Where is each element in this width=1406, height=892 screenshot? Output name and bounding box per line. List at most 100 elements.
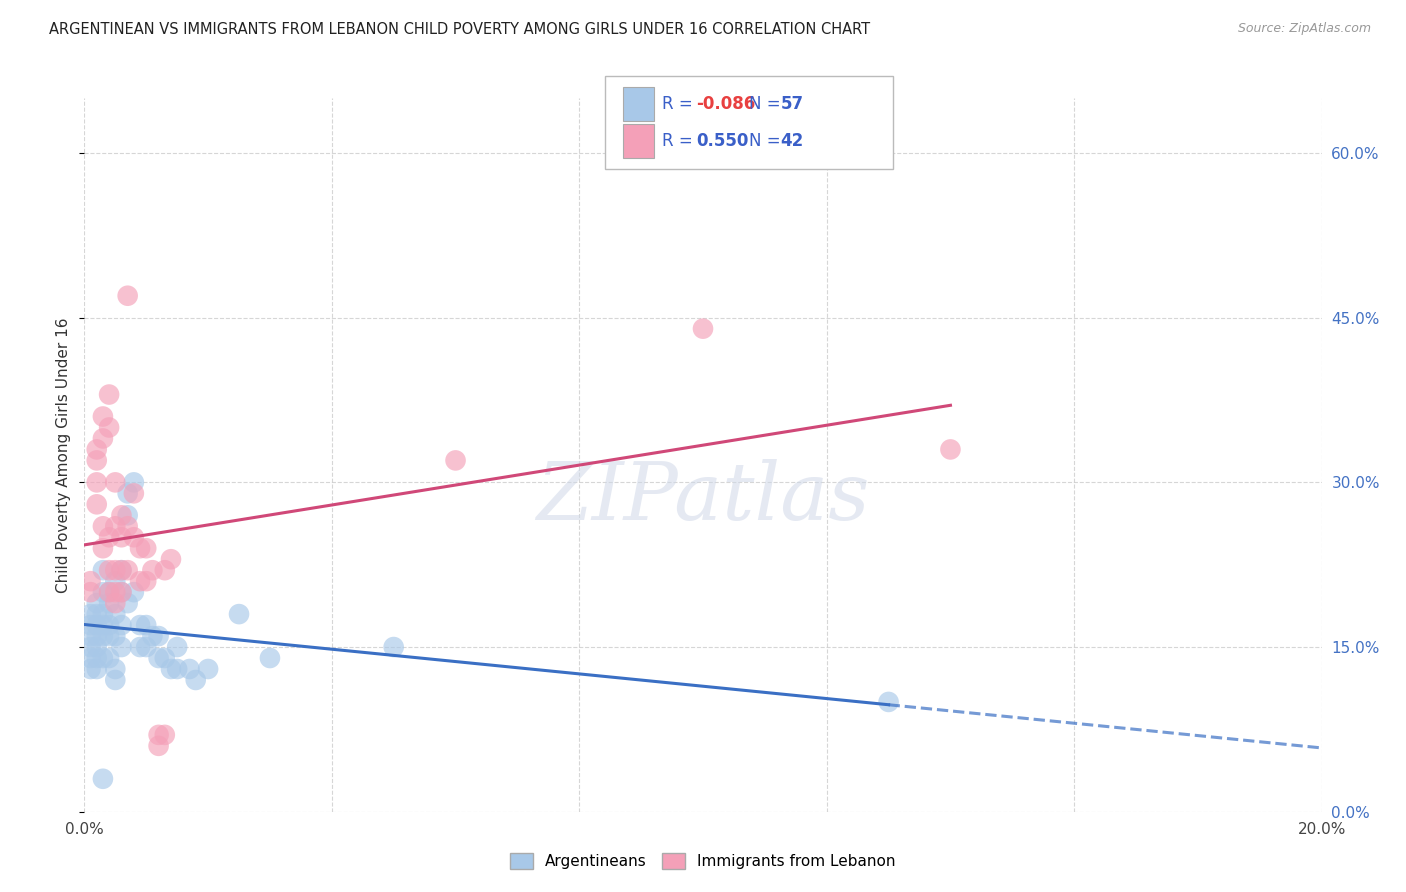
- Point: [110, 563, 132, 577]
- Point: [197, 662, 219, 676]
- Point: [148, 629, 170, 643]
- Text: N =: N =: [749, 95, 786, 113]
- Point: [939, 442, 962, 457]
- Point: [79, 618, 101, 632]
- Point: [110, 585, 132, 599]
- Point: [91, 772, 114, 786]
- Point: [91, 585, 114, 599]
- Point: [117, 289, 139, 303]
- Point: [129, 618, 152, 632]
- Point: [91, 432, 114, 446]
- Point: [117, 563, 139, 577]
- Point: [110, 640, 132, 654]
- Point: [91, 618, 114, 632]
- Point: [129, 574, 152, 589]
- Point: [122, 530, 145, 544]
- Point: [110, 618, 132, 632]
- Point: [122, 585, 145, 599]
- Point: [79, 607, 101, 621]
- Point: [98, 651, 121, 665]
- Point: [692, 321, 714, 335]
- Point: [160, 662, 183, 676]
- Point: [444, 453, 467, 467]
- Point: [117, 519, 139, 533]
- Point: [91, 519, 114, 533]
- Point: [79, 651, 101, 665]
- Point: [91, 607, 114, 621]
- Point: [79, 574, 101, 589]
- Point: [104, 574, 127, 589]
- Text: ZIPatlas: ZIPatlas: [536, 459, 870, 536]
- Point: [141, 563, 163, 577]
- Point: [153, 728, 176, 742]
- Point: [86, 607, 108, 621]
- Point: [98, 563, 121, 577]
- Point: [104, 563, 127, 577]
- Point: [86, 629, 108, 643]
- Text: R =: R =: [662, 132, 703, 150]
- Point: [117, 486, 139, 500]
- Point: [86, 640, 108, 654]
- Point: [91, 563, 114, 577]
- Point: [153, 563, 176, 577]
- Point: [104, 607, 127, 621]
- Point: [98, 629, 121, 643]
- Point: [79, 585, 101, 599]
- Point: [122, 475, 145, 490]
- Point: [228, 607, 250, 621]
- Point: [104, 673, 127, 687]
- Point: [98, 387, 121, 401]
- Point: [166, 640, 188, 654]
- Point: [104, 596, 127, 610]
- Point: [160, 552, 183, 566]
- Point: [98, 530, 121, 544]
- Point: [86, 453, 108, 467]
- Point: [166, 662, 188, 676]
- Point: [98, 420, 121, 434]
- Point: [117, 596, 139, 610]
- Point: [91, 409, 114, 424]
- Point: [104, 519, 127, 533]
- Point: [153, 651, 176, 665]
- Point: [110, 508, 132, 523]
- Point: [141, 629, 163, 643]
- Point: [110, 585, 132, 599]
- Point: [86, 497, 108, 511]
- Point: [135, 574, 157, 589]
- Point: [91, 651, 114, 665]
- Point: [86, 618, 108, 632]
- Point: [79, 629, 101, 643]
- Text: ARGENTINEAN VS IMMIGRANTS FROM LEBANON CHILD POVERTY AMONG GIRLS UNDER 16 CORREL: ARGENTINEAN VS IMMIGRANTS FROM LEBANON C…: [49, 22, 870, 37]
- Point: [110, 563, 132, 577]
- Point: [122, 486, 145, 500]
- Point: [86, 596, 108, 610]
- Y-axis label: Child Poverty Among Girls Under 16: Child Poverty Among Girls Under 16: [56, 318, 72, 592]
- Point: [98, 585, 121, 599]
- Point: [179, 662, 201, 676]
- Point: [86, 651, 108, 665]
- Point: [877, 695, 900, 709]
- Point: [86, 662, 108, 676]
- Text: N =: N =: [749, 132, 786, 150]
- Point: [104, 475, 127, 490]
- Text: -0.086: -0.086: [696, 95, 755, 113]
- Legend: Argentineans, Immigrants from Lebanon: Argentineans, Immigrants from Lebanon: [503, 847, 903, 875]
- Point: [91, 629, 114, 643]
- Point: [104, 585, 127, 599]
- Text: 0.550: 0.550: [696, 132, 748, 150]
- Point: [148, 651, 170, 665]
- Point: [79, 640, 101, 654]
- Point: [104, 629, 127, 643]
- Text: 57: 57: [780, 95, 803, 113]
- Point: [135, 640, 157, 654]
- Point: [129, 640, 152, 654]
- Point: [98, 618, 121, 632]
- Point: [104, 662, 127, 676]
- Point: [135, 541, 157, 556]
- Text: R =: R =: [662, 95, 699, 113]
- Point: [184, 673, 207, 687]
- Point: [135, 618, 157, 632]
- Point: [117, 508, 139, 523]
- Point: [86, 442, 108, 457]
- Point: [86, 475, 108, 490]
